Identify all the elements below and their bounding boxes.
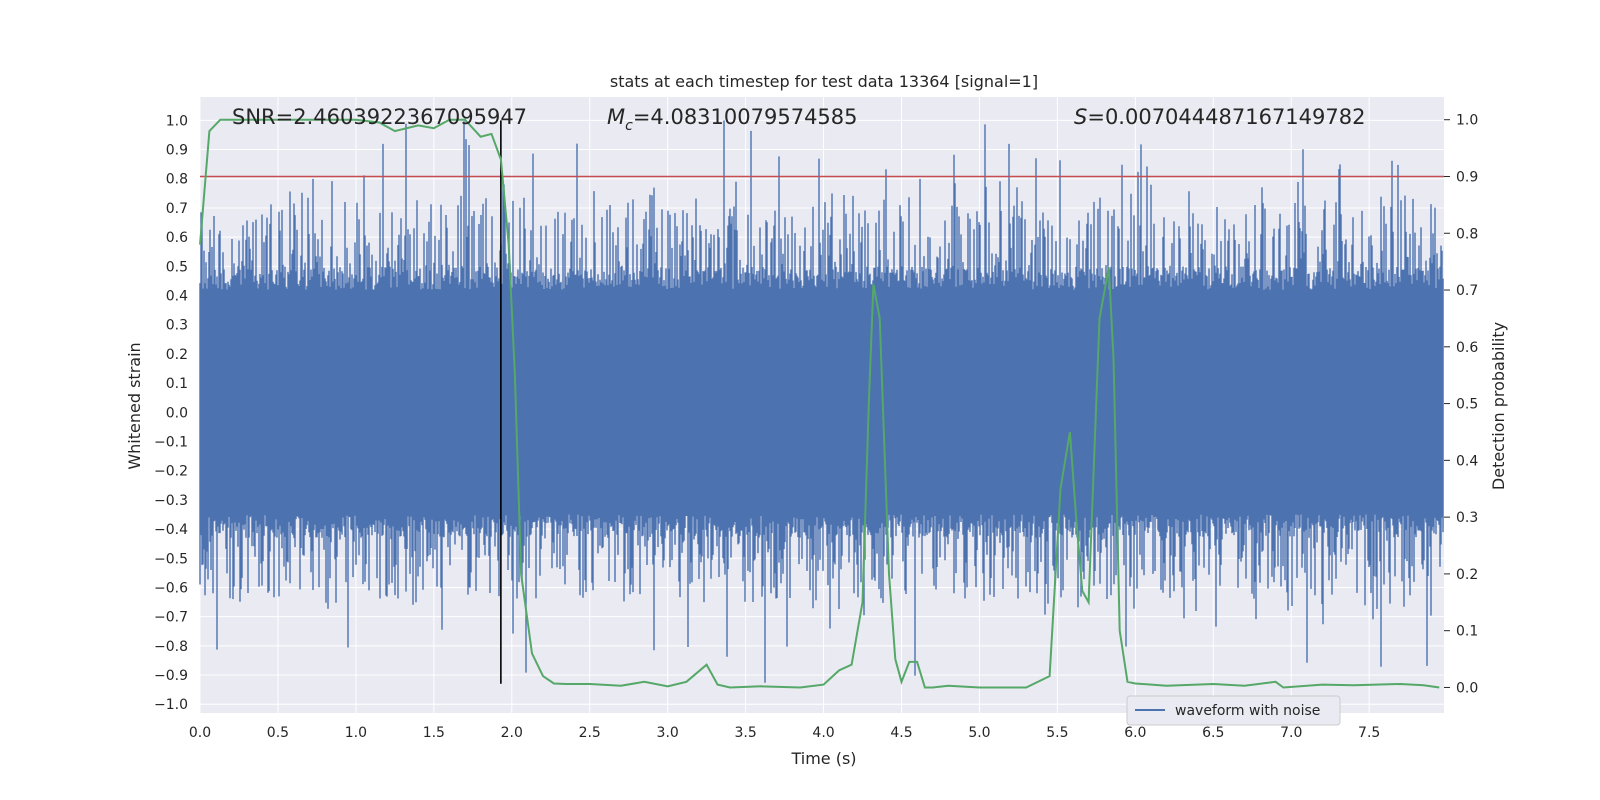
y-left-tick-label: −0.7 [154, 610, 188, 626]
y-left-tick-label: 0.8 [166, 172, 188, 188]
x-tick-label: 6.0 [1124, 725, 1146, 741]
y-left-tick-label: −0.9 [154, 668, 188, 684]
x-tick-label: 0.0 [189, 725, 211, 741]
y-right-tick-label: 0.6 [1456, 340, 1478, 356]
y-left-tick-label: 0.3 [166, 318, 188, 334]
chirp-mass-subscript: c [625, 118, 633, 134]
y-left-tick-label: 0.2 [166, 347, 188, 363]
y-left-tick-label: 1.0 [166, 113, 188, 129]
y-left-tick-label: 0.9 [166, 143, 188, 159]
y-axis-left-label: Whitened strain [125, 342, 144, 469]
x-axis-label: Time (s) [790, 749, 856, 768]
snr-annotation: SNR=2.4603922367095947 [232, 105, 527, 129]
y-right-tick-label: 0.1 [1456, 624, 1478, 640]
s-value: =0.007044487167149782 [1087, 105, 1365, 129]
series-waveform-with-noise [199, 120, 1444, 683]
x-tick-label: 1.5 [423, 725, 445, 741]
chart-title: stats at each timestep for test data 133… [610, 72, 1038, 91]
y-left-tick-label: −0.1 [154, 434, 188, 450]
y-axis-right-label: Detection probability [1489, 322, 1508, 490]
y-left-tick-label: 0.7 [166, 201, 188, 217]
y-right-tick-label: 0.4 [1456, 453, 1478, 469]
x-tick-label: 2.0 [501, 725, 523, 741]
chirp-mass-value: =4.08310079574585 [633, 105, 858, 129]
y-right-tick-label: 1.0 [1456, 113, 1478, 129]
y-axis-right-ticks: 1.0 0.9 0.8 0.7 0.6 0.5 0.4 0.3 0.2 0.1 0.0 [1444, 113, 1478, 696]
x-tick-label: 0.5 [267, 725, 289, 741]
x-tick-label: 3.0 [657, 725, 679, 741]
y-right-tick-label: 0.9 [1456, 169, 1478, 185]
y-left-tick-label: −0.5 [154, 551, 188, 567]
x-tick-label: 7.0 [1280, 725, 1302, 741]
y-right-tick-label: 0.0 [1456, 680, 1478, 696]
series-detection-probability [199, 118, 1440, 689]
s-symbol: S [1074, 105, 1087, 129]
y-left-tick-label: −0.8 [154, 639, 188, 655]
y-right-tick-label: 0.7 [1456, 283, 1478, 299]
y-left-tick-label: −0.2 [154, 464, 188, 480]
y-left-tick-label: 0.1 [166, 376, 188, 392]
x-tick-label: 4.5 [890, 725, 912, 741]
legend-box [1126, 695, 1341, 726]
x-tick-label: 4.0 [812, 725, 834, 741]
x-axis-ticks: 0.0 0.5 1.0 1.5 2.0 2.5 3.0 3.5 4.0 4.5 5.0 5.5 6.0 6… [189, 725, 1380, 741]
y-left-tick-label: 0.6 [166, 230, 188, 246]
x-tick-label: 2.5 [579, 725, 601, 741]
y-left-tick-label: −1.0 [154, 697, 188, 713]
x-tick-label: 7.5 [1358, 725, 1380, 741]
legend: waveform with noise [1126, 695, 1341, 726]
y-right-tick-label: 0.3 [1456, 510, 1478, 526]
y-left-tick-label: −0.4 [154, 522, 188, 538]
y-right-tick-label: 0.5 [1456, 397, 1478, 413]
chirp-mass-symbol: M [607, 105, 625, 129]
waveform-noise-trace [199, 120, 1444, 683]
x-tick-label: 5.5 [1046, 725, 1068, 741]
x-tick-label: 3.5 [734, 725, 756, 741]
x-tick-label: 6.5 [1202, 725, 1224, 741]
s-annotation: S=0.007044487167149782 [1074, 105, 1365, 129]
y-left-tick-label: −0.3 [154, 493, 188, 509]
y-right-tick-label: 0.2 [1456, 567, 1478, 583]
y-axis-left-ticks: 1.0 0.9 0.8 0.7 0.6 0.5 0.4 0.3 0.2 0.1 0.0 −0.1 −0.… [154, 113, 188, 713]
legend-label-waveform: waveform with noise [1175, 703, 1320, 719]
y-left-tick-label: 0.0 [166, 405, 188, 421]
y-left-tick-label: −0.6 [154, 580, 188, 596]
detection-probability-line [199, 118, 1440, 689]
x-tick-label: 5.0 [968, 725, 990, 741]
y-right-tick-label: 0.8 [1456, 226, 1478, 242]
y-left-tick-label: 0.5 [166, 259, 188, 275]
y-left-tick-label: 0.4 [166, 289, 188, 305]
chirp-mass-annotation: Mc=4.08310079574585 [607, 105, 858, 134]
x-tick-label: 1.0 [345, 725, 367, 741]
